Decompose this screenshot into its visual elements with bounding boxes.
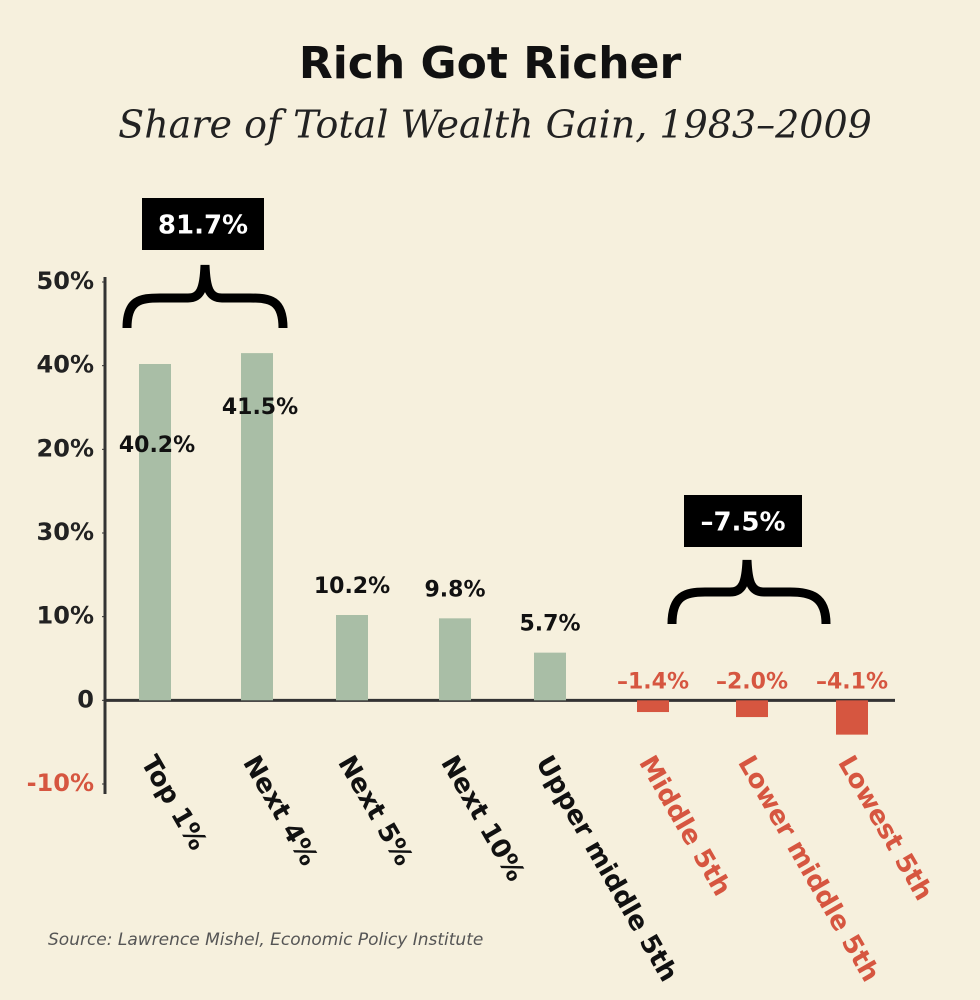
annotation-box bbox=[142, 198, 264, 250]
value-label: 9.8% bbox=[424, 577, 485, 602]
value-label: –4.1% bbox=[816, 669, 888, 694]
value-label: 41.5% bbox=[222, 395, 298, 420]
annotation-box bbox=[684, 495, 802, 547]
bar bbox=[637, 700, 669, 713]
annotation: –7.5% bbox=[700, 508, 785, 538]
y-tick-label: -10% bbox=[27, 769, 94, 797]
bar bbox=[139, 363, 171, 701]
value-label: –1.4% bbox=[617, 669, 689, 694]
y-tick-label: 10% bbox=[37, 602, 94, 630]
bar bbox=[736, 700, 768, 718]
y-tick-label: 50% bbox=[37, 267, 94, 295]
value-label: 10.2% bbox=[314, 574, 390, 599]
bar bbox=[534, 652, 566, 701]
bracket bbox=[122, 264, 288, 329]
y-tick-label: 20% bbox=[37, 434, 94, 462]
bar bbox=[336, 614, 368, 701]
source: Source: Lawrence Mishel, Economic Policy… bbox=[48, 930, 483, 950]
bar bbox=[241, 353, 273, 701]
bar bbox=[439, 618, 471, 701]
annotation: 81.7% bbox=[158, 211, 248, 241]
chart-title: Rich Got Richer bbox=[299, 38, 682, 89]
y-tick-label: 40% bbox=[37, 351, 94, 379]
value-label: 5.7% bbox=[519, 612, 580, 637]
y-tick-label: 0 bbox=[77, 685, 94, 713]
value-label: 40.2% bbox=[119, 433, 195, 458]
bar bbox=[836, 700, 868, 735]
bracket bbox=[667, 559, 831, 625]
chart-subtitle: Share of Total Wealth Gain, 1983–2009 bbox=[118, 103, 872, 147]
y-tick-label: 30% bbox=[37, 518, 94, 546]
value-label: –2.0% bbox=[716, 669, 788, 694]
